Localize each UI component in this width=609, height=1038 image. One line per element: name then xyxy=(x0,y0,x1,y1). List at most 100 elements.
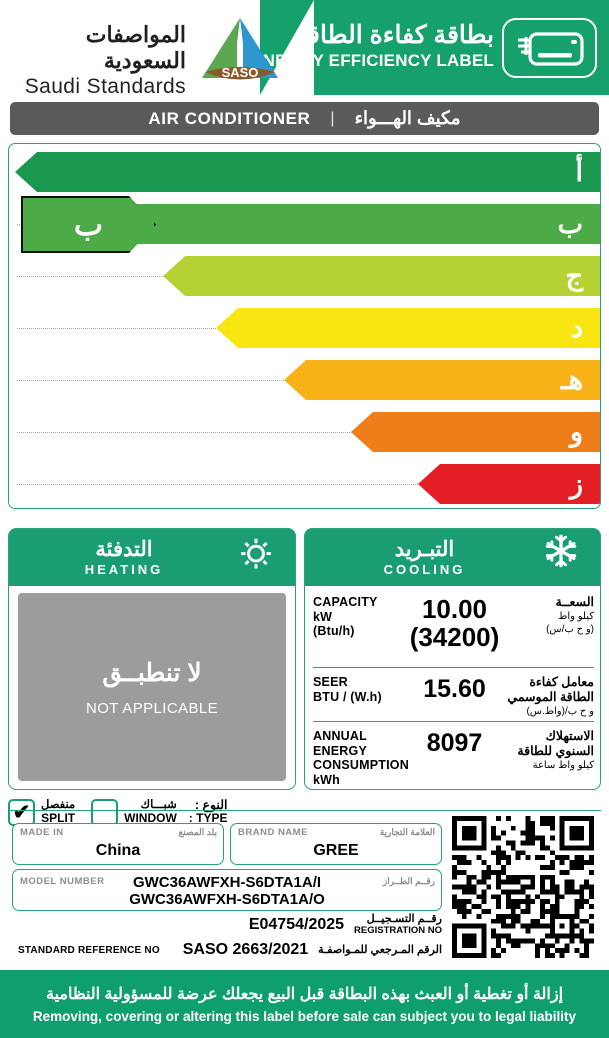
cooling-label-ar: معامل كفاءة الطاقة الموسمي و ح ب/(واط.س) xyxy=(507,675,594,717)
type-label-en: TYPE : xyxy=(188,811,228,825)
qr-code[interactable] xyxy=(452,816,594,958)
rating-arrow-6: و xyxy=(351,412,600,452)
heating-title-ar: التدفئة xyxy=(95,537,153,561)
cooling-data-row: ANNUAL ENERGY CONSUMPTION kWh 8097 الاستهلا… xyxy=(313,729,594,787)
model-number-values: GWC36AWFXH-S6DTA1A/I GWC36AWFXH-S6DTA1A/… xyxy=(13,874,441,908)
heating-status-ar: لا تنطبــق xyxy=(102,658,202,687)
footer-warning-ar: إزالة أو تغطية أو العبث بهذه البطاقة قبل… xyxy=(45,986,564,1003)
type-label-ar: النوع : xyxy=(194,798,228,812)
cooling-title-ar: التبـريد xyxy=(394,537,455,561)
heating-not-applicable: لا تنطبــق NOT APPLICABLE xyxy=(18,593,286,781)
brand-name-value: GREE xyxy=(313,842,359,859)
rating-arrow-2: ب xyxy=(96,204,600,244)
type-selection-row: النوع : TYPE : شبـــاك WINDOW منفصل SPLIT ✔ xyxy=(8,795,296,829)
rating-arrow-4: د xyxy=(216,308,600,348)
registration-label-en: REGISTRATION NO xyxy=(354,925,442,936)
cooling-label-en: SEER BTU / (W.h) xyxy=(313,675,382,704)
brand-name-box: BRAND NAME العلامة التجارية GREE xyxy=(230,823,442,865)
snowflake-icon xyxy=(521,529,600,586)
selected-rating-letter: ب xyxy=(73,206,104,242)
authority-name: المواصفات السعودية Saudi Standards xyxy=(8,22,187,95)
type-selection-label: النوع : TYPE : xyxy=(189,799,228,825)
cooling-label-ar: السعــة كيلو واط (و ح ب/س) xyxy=(546,595,594,635)
rating-scale-row: ز xyxy=(9,464,600,504)
rating-scale-row: د xyxy=(9,308,600,348)
rating-scale-row: ب xyxy=(9,204,600,244)
rating-arrow-7: ز xyxy=(418,464,600,504)
rating-letter: ز xyxy=(569,468,583,499)
label-info-section: MADE IN بلد المصنع China BRAND NAME العل… xyxy=(8,810,601,962)
rating-guide-line xyxy=(17,484,600,485)
product-type-en: AIR CONDITIONER xyxy=(148,108,311,128)
cooling-value: 10.00 (34200) xyxy=(409,594,500,652)
product-type-separator: | xyxy=(330,109,335,127)
saso-logo-icon: SASO xyxy=(202,18,278,80)
cooling-title-en: COOLING xyxy=(383,561,466,577)
brand-caption-ar: العلامة التجارية xyxy=(379,827,435,837)
air-conditioner-icon xyxy=(502,18,597,78)
type-option-checkbox[interactable] xyxy=(91,798,119,826)
standard-label-ar-wrap: الرقم المـرجعي للمـواصفـة xyxy=(318,944,442,956)
heating-title-en: HEATING xyxy=(84,561,164,577)
rating-letter: و xyxy=(569,416,583,447)
standard-value: SASO 2663/2021 xyxy=(182,941,309,958)
registration-value: E04754/2025 xyxy=(248,916,345,933)
label-header: المواصفات السعودية Saudi Standards SASO … xyxy=(0,0,609,95)
cooling-row-divider xyxy=(313,721,594,722)
type-option-split[interactable]: منفصل SPLIT ✔ xyxy=(8,798,75,826)
sun-icon xyxy=(216,529,295,586)
footer-warning-en: Removing, covering or altering this labe… xyxy=(32,1009,577,1024)
rating-guide-line xyxy=(17,432,600,433)
cooling-panel-header: التبـريد COOLING xyxy=(305,529,600,586)
standard-reference-row: STANDARD REFERENCE NO SASO 2663/2021 الر… xyxy=(12,941,442,959)
rating-scale-row: و xyxy=(9,412,600,452)
model-number-line2: GWC36AWFXH-S6DTA1A/O xyxy=(129,891,325,908)
type-option-window[interactable]: شبـــاك WINDOW xyxy=(91,798,177,826)
rating-arrow-1: أ xyxy=(15,152,600,192)
model-number-box: MODEL NUMBER رقــم الطــراز GWC36AWFXH-S… xyxy=(12,869,442,911)
label-footer-warning: إزالة أو تغطية أو العبث بهذه البطاقة قبل… xyxy=(0,970,609,1038)
made-in-box: MADE IN بلد المصنع China xyxy=(12,823,224,865)
made-in-caption-ar: بلد المصنع xyxy=(178,827,217,837)
cooling-row-divider xyxy=(313,667,594,668)
rating-letter: ب xyxy=(557,208,583,239)
rating-scale-row: هـ xyxy=(9,360,600,400)
registration-row: E04754/2025 رقــم التسـجيــل REGISTRATIO… xyxy=(12,913,442,937)
product-type-bar: AIR CONDITIONER | مكيف الهـــواء xyxy=(10,102,599,135)
standard-label-ar: الرقم المـرجعي للمـواصفـة xyxy=(318,944,442,956)
selected-rating-badge: ب xyxy=(21,196,156,253)
made-in-caption-en: MADE IN xyxy=(20,827,64,838)
rating-arrow-5: هـ xyxy=(284,360,600,400)
header-white-wedge xyxy=(0,0,314,95)
heating-panel: التدفئة HEATING xyxy=(8,528,296,790)
rating-scale: أ ب ج د هـ و ز ب xyxy=(8,143,601,509)
rating-letter: د xyxy=(570,312,583,343)
cooling-panel: التبـريد COOLING xyxy=(304,528,601,790)
registration-label: رقــم التسـجيــل REGISTRATION NO xyxy=(354,913,442,937)
heating-panel-header: التدفئة HEATING xyxy=(9,529,295,586)
label-title: بطاقة كفاءة الطاقة ENERGY EFFICIENCY LAB… xyxy=(251,21,494,71)
brand-caption-en: BRAND NAME xyxy=(238,827,308,838)
model-caption-en: MODEL NUMBER xyxy=(20,876,105,887)
model-number-line1: GWC36AWFXH-S6DTA1A/I xyxy=(132,874,322,891)
label-title-ar: بطاقة كفاءة الطاقة xyxy=(294,21,494,49)
cooling-label-en: CAPACITY kW (Btu/h) xyxy=(313,595,378,638)
label-title-en: ENERGY EFFICIENCY LABEL xyxy=(251,51,494,70)
rating-arrow-3: ج xyxy=(163,256,600,296)
registration-label-ar: رقــم التسـجيــل xyxy=(366,913,442,925)
model-caption-ar: رقــم الطــراز xyxy=(382,876,435,886)
rating-letter: هـ xyxy=(560,364,583,395)
type-option-checkbox[interactable]: ✔ xyxy=(8,798,35,826)
cooling-data-row: CAPACITY kW (Btu/h) 10.00 (34200) السعــة كيلو… xyxy=(313,595,594,651)
standard-label-en: STANDARD REFERENCE NO xyxy=(18,944,160,956)
type-option-label: شبـــاك WINDOW xyxy=(124,799,177,825)
made-in-value: China xyxy=(95,842,141,859)
cooling-label-en: ANNUAL ENERGY CONSUMPTION kWh xyxy=(313,729,409,787)
rating-letter: ج xyxy=(565,260,583,291)
authority-name-en: Saudi Standards xyxy=(24,75,186,95)
rating-letter: أ xyxy=(575,156,583,187)
cooling-data-row: SEER BTU / (W.h) 15.60 معامل كفاءة الطاقة ا… xyxy=(313,675,594,718)
svg-text:SASO: SASO xyxy=(222,65,259,80)
heating-status-en: NOT APPLICABLE xyxy=(85,699,219,717)
